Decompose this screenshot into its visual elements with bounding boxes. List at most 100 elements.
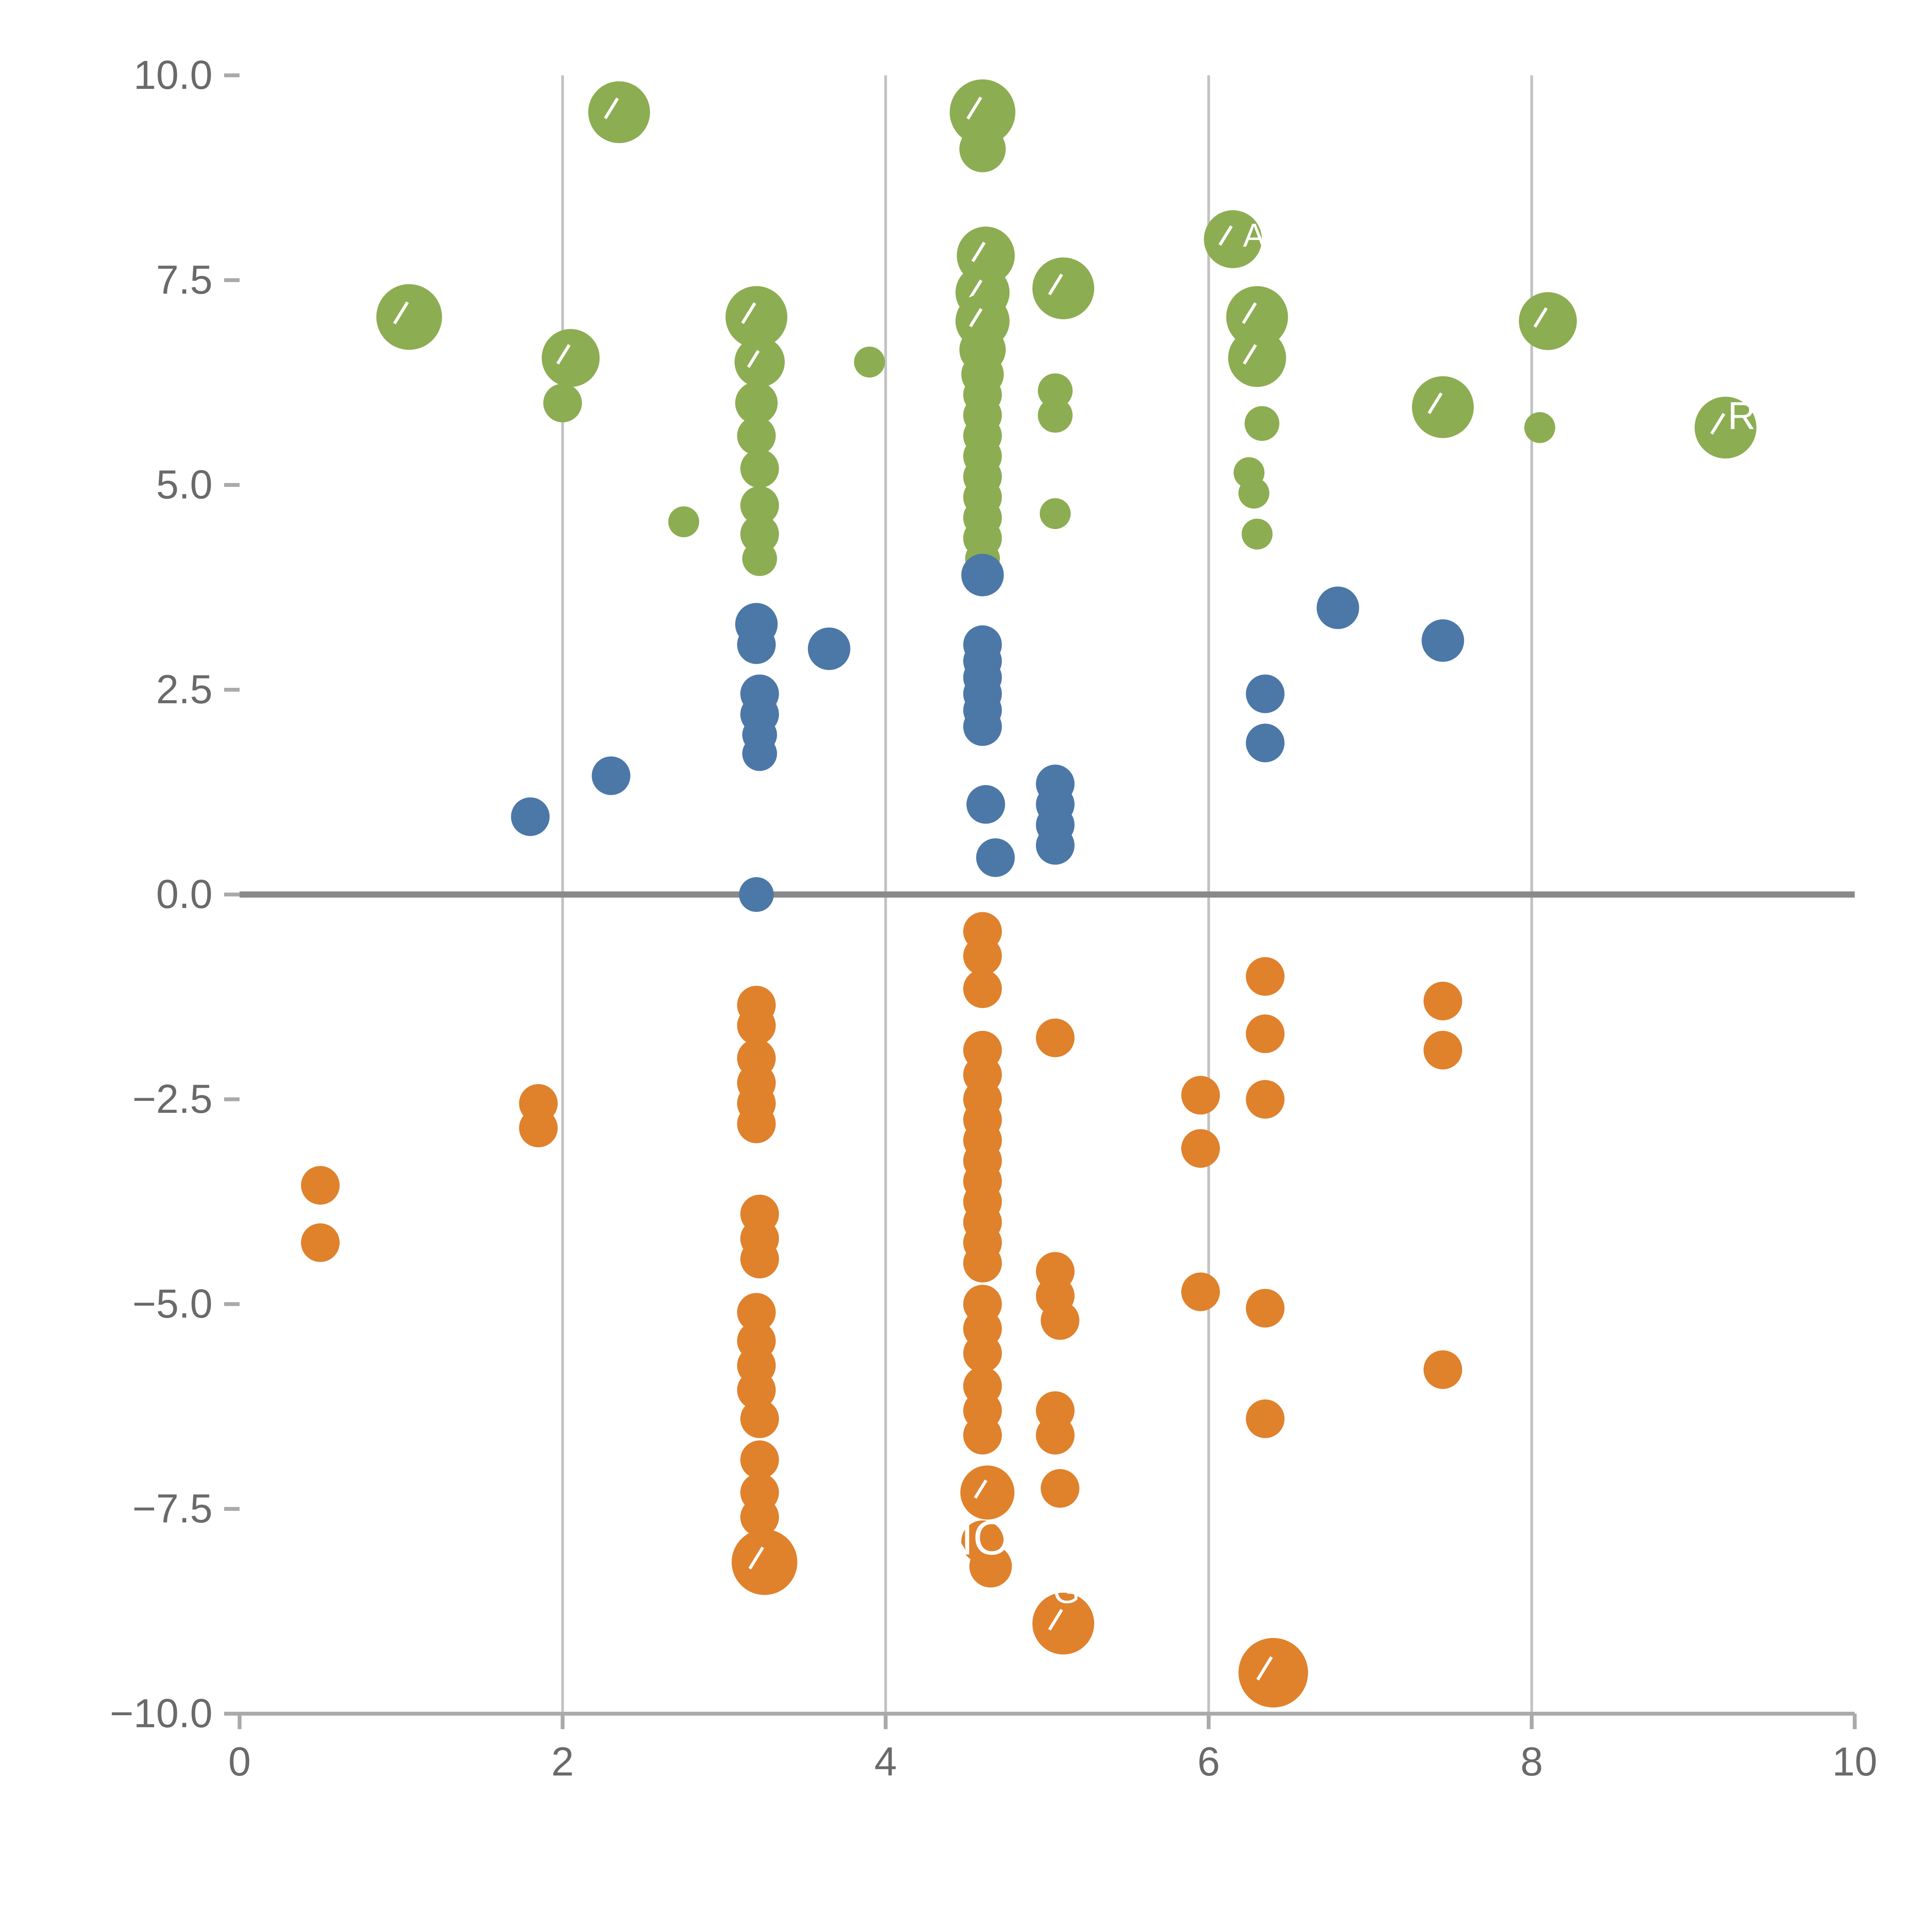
data-point-blue [1422, 619, 1464, 662]
data-point-orange [1041, 1301, 1080, 1340]
data-point-green [1238, 478, 1270, 509]
data-point-green [740, 449, 779, 488]
data-point-green [668, 506, 699, 537]
y-tick-label: −5.0 [133, 1281, 213, 1327]
data-point-green [1519, 292, 1577, 350]
data-point-blue [739, 877, 774, 912]
bubble-label: NO [938, 1511, 1011, 1565]
data-point-green [854, 347, 885, 378]
data-point-green [1242, 519, 1273, 550]
x-tick-label: 0 [228, 1739, 251, 1784]
data-point-orange [740, 1399, 779, 1438]
x-tick-label: 2 [551, 1739, 574, 1784]
data-point-green [1039, 498, 1071, 529]
data-point-orange [301, 1223, 340, 1262]
data-point-orange [737, 1371, 776, 1410]
y-tick-label: 0.0 [156, 872, 213, 917]
data-point-green [740, 486, 779, 525]
data-point-blue [976, 838, 1015, 877]
bubble-label-fragment-stroke [1427, 392, 1443, 414]
bubble-label-fragment-stroke [971, 242, 986, 262]
bubble-label-fragment-stroke [1243, 344, 1257, 365]
x-tick-label: 8 [1520, 1739, 1543, 1784]
data-point-green [588, 81, 650, 143]
data-point-green [543, 384, 582, 422]
data-point-orange [963, 969, 1002, 1008]
data-point-orange [737, 1293, 776, 1332]
bubble-label-fragment-stroke [1533, 307, 1548, 328]
bubble-label-fragment-stroke [747, 350, 760, 368]
data-point-orange [1246, 1014, 1285, 1053]
bubble-label-fragment-stroke [1048, 1609, 1063, 1631]
data-point-green [1412, 376, 1474, 438]
data-point-green [959, 126, 1006, 172]
bubble-label-fragment-stroke [604, 97, 619, 119]
data-point-orange [969, 1545, 1012, 1588]
data-point-orange [1246, 1399, 1285, 1438]
bubble-label-fragment-stroke [1048, 274, 1063, 296]
data-point-blue [742, 736, 777, 771]
data-point-orange [963, 937, 1002, 975]
bubble-label-fragment-stroke [1218, 225, 1233, 246]
data-point-green [376, 284, 442, 350]
data-point-green [1037, 398, 1073, 433]
data-point-orange [737, 1006, 776, 1045]
data-point-orange [519, 1109, 558, 1148]
data-point-orange [1246, 957, 1285, 996]
data-point-orange [301, 1166, 340, 1205]
data-point-green [1032, 257, 1094, 320]
data-point-orange [963, 1244, 1002, 1282]
data-point-orange [1423, 1031, 1463, 1070]
data-point-orange [963, 1334, 1002, 1373]
data-point-green [1228, 329, 1286, 387]
data-point-blue [737, 625, 776, 664]
data-point-green [1524, 412, 1555, 443]
y-tick-label: −7.5 [133, 1486, 213, 1531]
data-point-orange [740, 1240, 779, 1279]
data-point-orange [1041, 1469, 1080, 1508]
bubble-label-fragment-stroke [741, 302, 757, 324]
y-tick-label: 5.0 [156, 462, 213, 507]
bubble-label-fragment-stroke [1710, 413, 1726, 435]
bubble-label-fragment-stroke [393, 301, 409, 325]
data-point-orange [740, 1440, 779, 1479]
data-point-orange [1036, 1416, 1075, 1455]
data-point-blue [1036, 826, 1075, 865]
data-point-blue [961, 554, 1004, 597]
data-point-green [1694, 396, 1757, 459]
data-point-orange [1246, 1289, 1285, 1328]
bubble-label-fragment-stroke [748, 1546, 764, 1570]
bubble-label-fragment-stroke [969, 279, 983, 299]
data-point-orange [1423, 981, 1463, 1020]
bubble-label: R [1728, 394, 1755, 437]
data-point-green [725, 286, 787, 348]
data-point-green [740, 515, 779, 554]
bubble-label-fragment-stroke [974, 1480, 988, 1499]
bubble-label-fragment-stroke [966, 97, 982, 120]
data-point-orange [1423, 1350, 1463, 1389]
data-point-green [1037, 373, 1073, 408]
data-point-green [1226, 286, 1288, 348]
data-point-orange [1181, 1076, 1220, 1115]
data-point-blue [963, 707, 1002, 746]
bubble-label-fragment-stroke [1256, 1656, 1273, 1681]
data-point-green [949, 79, 1015, 145]
data-point-blue [1246, 674, 1285, 713]
data-point-blue [808, 628, 850, 670]
data-point-blue [1246, 723, 1285, 762]
data-point-green [541, 329, 600, 387]
data-point-green [1244, 406, 1279, 441]
data-point-green [734, 337, 785, 387]
data-point-orange [960, 1465, 1015, 1520]
y-tick-label: −10.0 [110, 1691, 213, 1736]
data-point-orange [737, 1104, 776, 1143]
bubble-label-fragment-stroke [556, 344, 571, 365]
data-point-orange [1036, 1019, 1075, 1057]
data-point-green [1204, 210, 1262, 268]
data-point-green [742, 541, 777, 576]
data-point-green [737, 416, 776, 455]
x-tick-label: 4 [874, 1739, 897, 1784]
x-tick-label: 10 [1832, 1739, 1878, 1784]
